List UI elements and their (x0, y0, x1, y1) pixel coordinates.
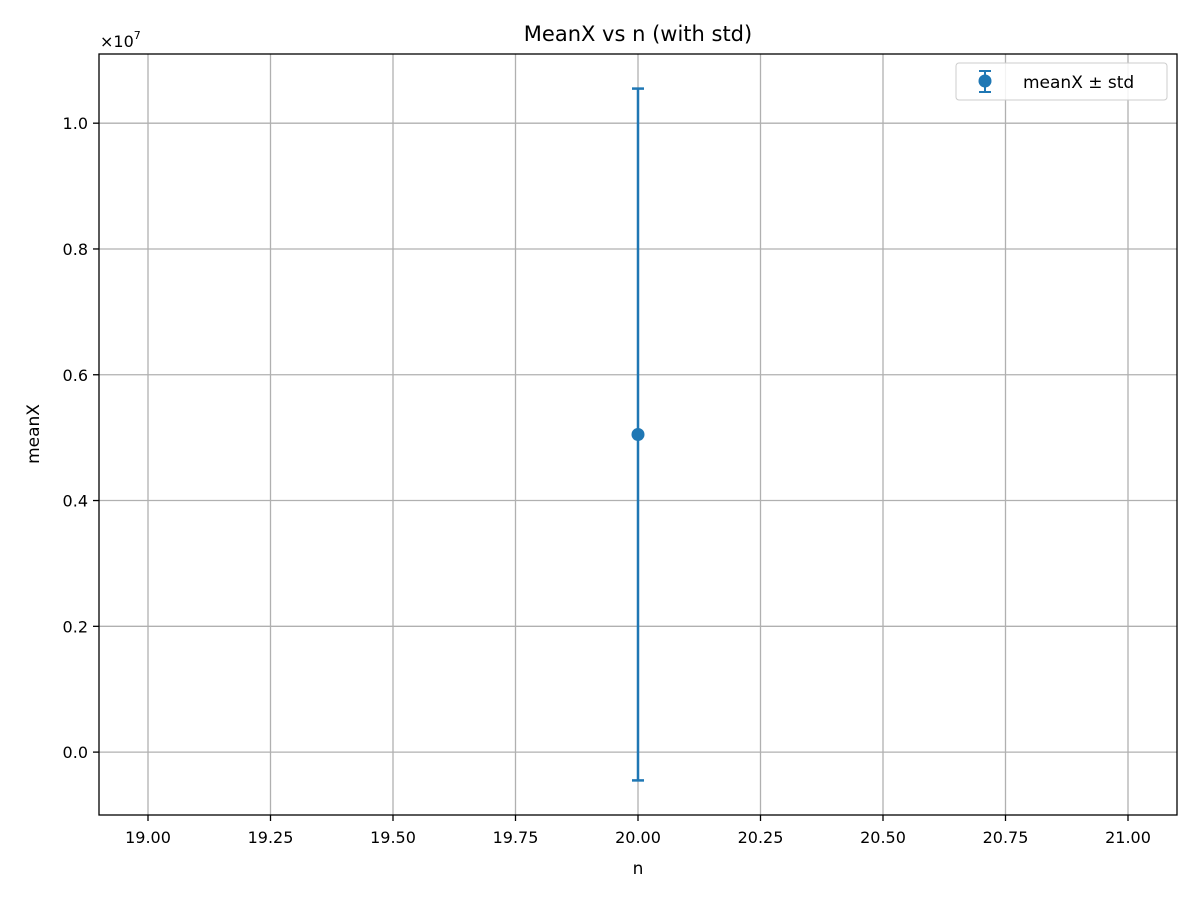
x-tick-label: 19.00 (125, 828, 171, 847)
legend-box (955, 62, 1168, 101)
y-multiplier: ×107 (100, 29, 141, 51)
x-tick-label: 20.25 (738, 828, 784, 847)
y-tick-label: 1.0 (63, 114, 88, 133)
legend: meanX ± std (955, 62, 1168, 101)
y-multiplier-exponent: 7 (134, 29, 141, 42)
legend-label: meanX ± std (1023, 73, 1134, 93)
x-tick-label: 19.75 (493, 828, 539, 847)
data-point (631, 428, 645, 441)
x-tick-label: 19.25 (248, 828, 294, 847)
y-tick-label: 0.4 (63, 492, 88, 511)
x-tick-label: 19.50 (370, 828, 416, 847)
x-tick-label: 20.75 (983, 828, 1029, 847)
tick-layer: 19.00 19.25 19.50 19.75 20.00 20.25 20.50 20.75… (63, 114, 1151, 847)
chart-title: MeanX vs n (with std) (524, 22, 752, 46)
y-tick-label: 0.2 (63, 617, 88, 636)
x-tick-label: 20.00 (615, 828, 661, 847)
x-axis-label: n (633, 859, 644, 879)
data-layer (631, 87, 645, 782)
y-tick-label: 0.6 (63, 366, 88, 385)
x-tick-label: 20.50 (860, 828, 906, 847)
y-multiplier-base: ×10 (100, 32, 134, 51)
y-axis-label: meanX (24, 404, 44, 464)
legend-marker (978, 74, 992, 88)
y-tick-label: 0.0 (63, 743, 88, 762)
x-tick-label: 21.00 (1105, 828, 1151, 847)
y-tick-label: 0.8 (63, 240, 88, 259)
